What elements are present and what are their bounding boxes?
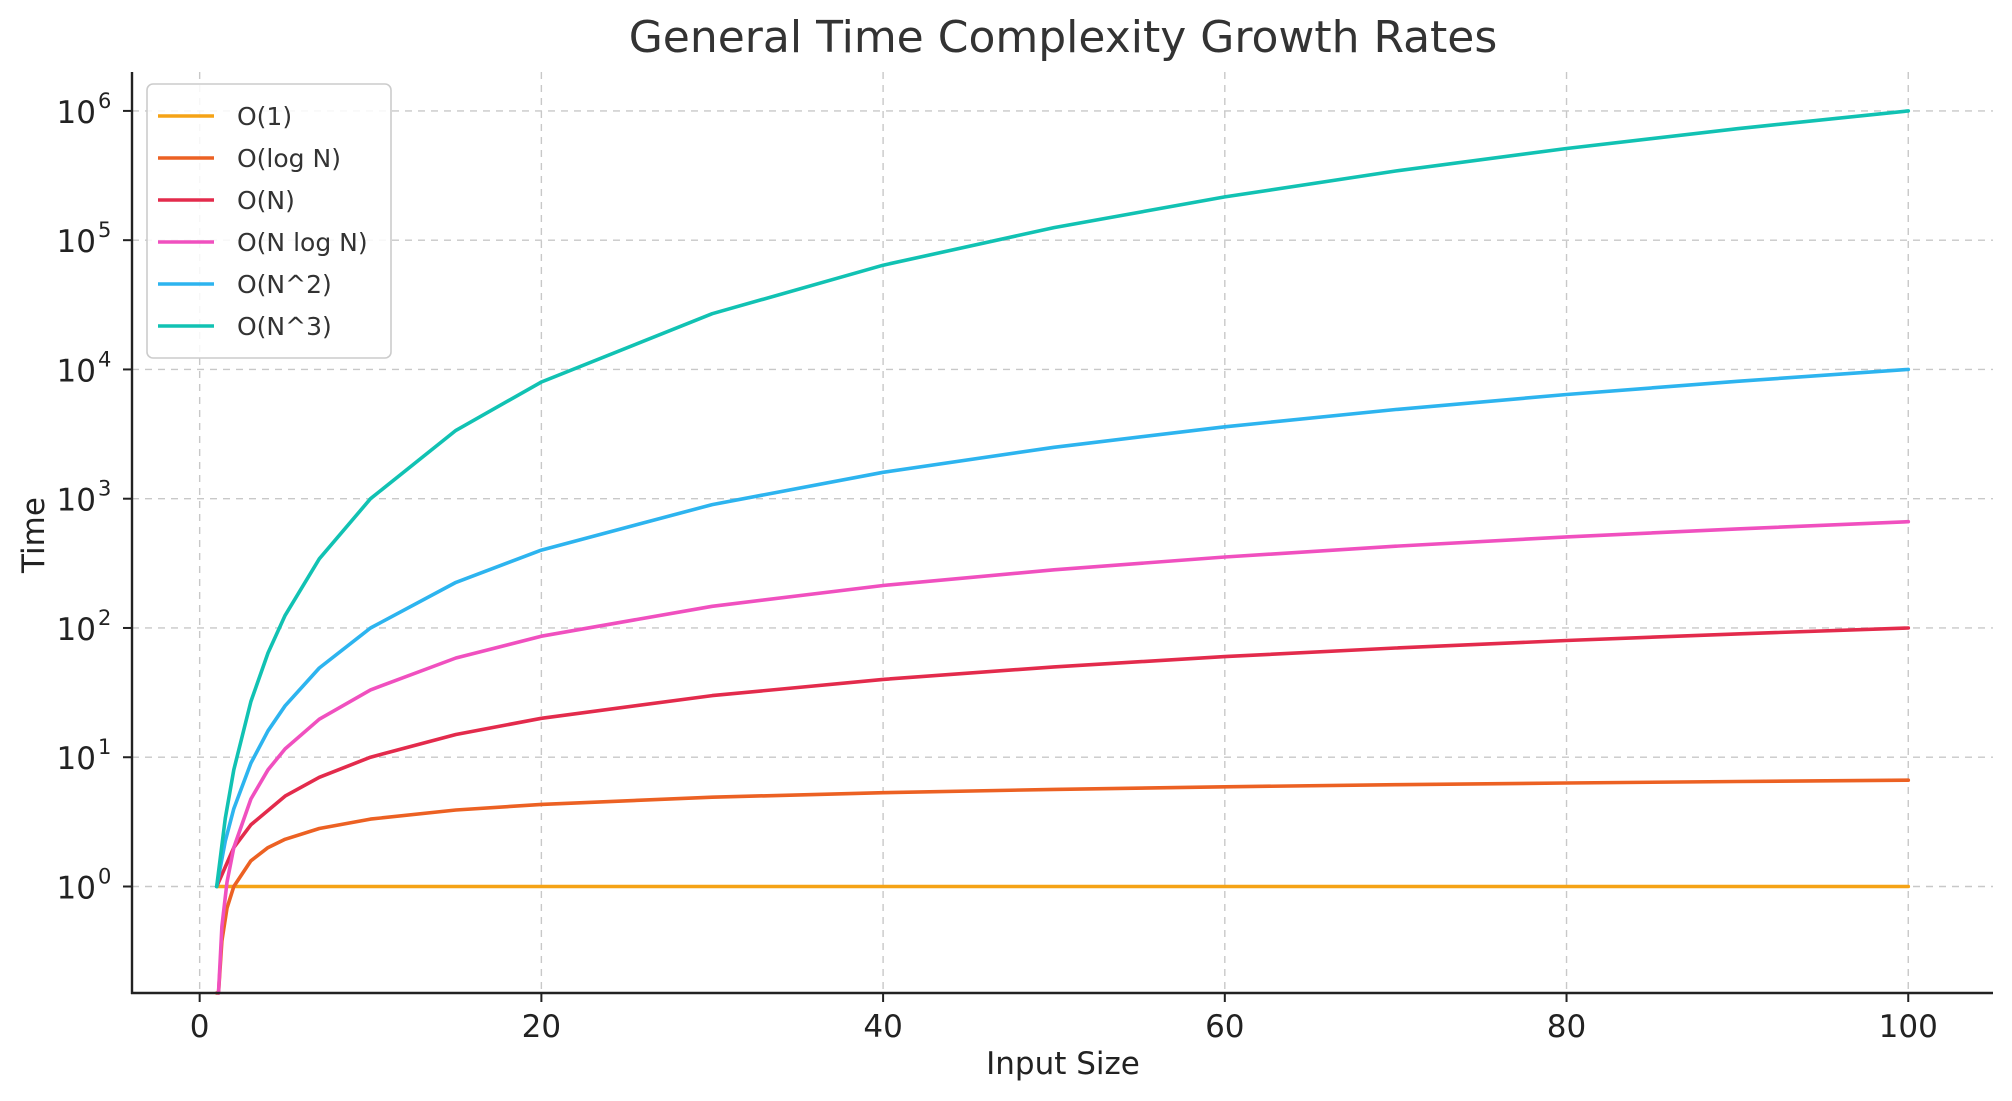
legend-label: O(N log N) [237,228,368,257]
y-tick-label: 10 4 [57,347,112,389]
legend-item: O(N^2) [158,270,332,299]
legend-label: O(1) [237,102,292,131]
y-tick-label-exponent: 2 [98,606,111,630]
y-tick-label-base: 10 [57,353,96,389]
x-tick-label: 100 [1879,1009,1938,1045]
y-tick-label-base: 10 [57,612,96,648]
x-tick-label: 0 [190,1009,210,1045]
y-tick-label-exponent: 3 [98,477,111,501]
y-tick-label: 10 0 [57,864,112,906]
legend: O(1) O(log N) O(N) O(N log N) O(N^2) O(N^3) [146,83,392,359]
legend-item: O(1) [158,102,292,131]
legend-label: O(log N) [237,144,341,173]
y-tick-label: 10 1 [57,735,112,777]
grid-layer [132,72,1993,993]
y-tick-label-exponent: 1 [98,735,111,759]
series-line-o-n [214,626,1911,889]
legend-item: O(N^3) [158,312,332,341]
legend-box [146,83,392,359]
y-tick-label-base: 10 [57,870,96,906]
y-tick-label-base: 10 [57,224,96,260]
y-tick-label: 10 6 [57,89,112,131]
series-line-o-log-n [214,778,1911,995]
series-line-o-n-log-n [216,519,1911,995]
x-tick-label: 80 [1547,1009,1586,1045]
y-tick-label-base: 10 [57,95,96,131]
y-tick-label-base: 10 [57,741,96,777]
y-tick-label: 10 2 [57,606,112,648]
y-tick-label-exponent: 6 [98,89,111,113]
series-line-o-n-3 [214,109,1911,889]
x-tick-label: 60 [1205,1009,1244,1045]
y-axis-label: Time [16,497,52,574]
x-tick-label: 40 [863,1009,902,1045]
chart-title: General Time Complexity Growth Rates [629,12,1498,63]
legend-item: O(log N) [158,144,341,173]
legend-label: O(N) [237,186,295,215]
y-tick-label-exponent: 5 [98,218,111,242]
x-axis-label: Input Size [986,1046,1140,1082]
y-tick-label: 10 5 [57,218,112,260]
legend-label: O(N^2) [237,270,332,299]
x-tick-label: 20 [522,1009,561,1045]
legend-item: O(N) [158,186,295,215]
legend-item: O(N log N) [158,228,368,257]
legend-label: O(N^3) [237,312,332,341]
y-tick-label-exponent: 0 [98,864,111,888]
series-line-o-n-2 [214,367,1911,889]
y-tick-label: 10 3 [57,477,112,519]
y-tick-label-exponent: 4 [98,347,111,371]
series-layer [214,109,1911,995]
y-tick-label-base: 10 [57,483,96,519]
